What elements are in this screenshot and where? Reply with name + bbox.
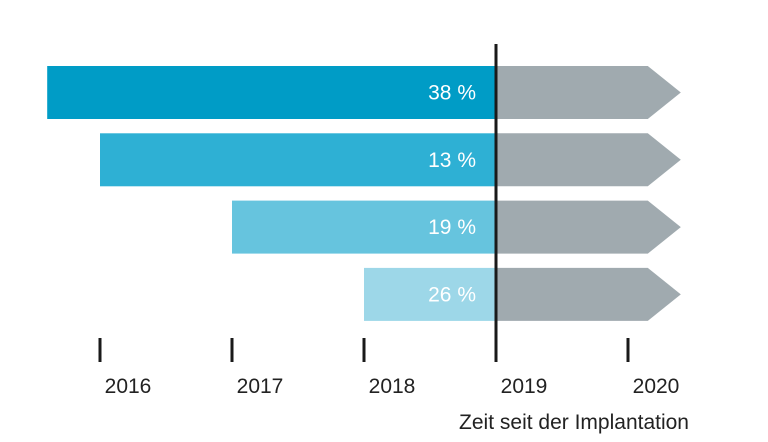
x-tick-label-2017: 2017 [237, 375, 284, 398]
bar-row-2: 13 % [100, 133, 681, 187]
bar-row-4: 26 % [364, 267, 681, 321]
arrow-extension [496, 200, 681, 254]
bar-value-label: 13 % [428, 149, 476, 172]
bar [232, 200, 496, 254]
bars: 38 % 13 % 19 % 26 % [47, 66, 681, 321]
bar-value-label: 19 % [428, 216, 476, 239]
bar-value-label: 38 % [428, 82, 476, 105]
x-tick-label-2019: 2019 [501, 375, 548, 398]
x-axis-title: Zeit seit der Implantation [459, 411, 689, 434]
bar [100, 133, 496, 187]
arrow-extension [496, 267, 681, 321]
bar-row-1: 38 % [47, 66, 681, 119]
bar-value-label: 26 % [428, 283, 476, 306]
arrow-extension [496, 66, 681, 119]
x-tick-label-2016: 2016 [105, 375, 152, 398]
bar-row-3: 19 % [232, 200, 681, 254]
arrow-extension [496, 133, 681, 187]
x-tick-label-2018: 2018 [369, 375, 416, 398]
x-tick-label-2020: 2020 [633, 375, 680, 398]
bar [364, 267, 496, 321]
x-axis: 2016 2017 2018 2019 2020 [98, 338, 680, 398]
bar [47, 66, 496, 119]
